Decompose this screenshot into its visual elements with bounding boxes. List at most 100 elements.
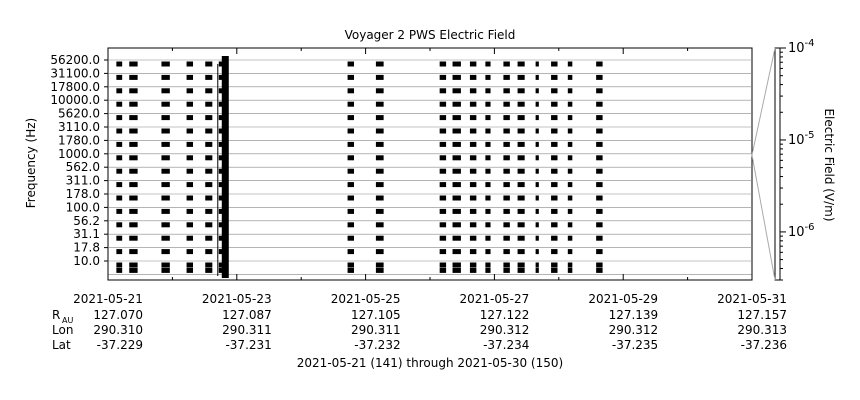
data-segment [469,88,477,94]
data-segment [116,168,123,174]
data-segment [161,74,170,80]
data-segment [503,88,510,94]
data-segment [567,182,573,188]
ephemeris-value: -37.229 [97,338,143,352]
data-segment [452,141,461,147]
x-tick-label: 2021-05-27 [460,292,530,306]
x-tick-label: 2021-05-25 [331,292,401,306]
ephemeris-label: Lat [52,338,71,352]
data-segment [469,155,477,161]
data-segment [469,262,477,268]
data-segment [517,115,525,121]
data-segment [205,115,213,121]
data-segment [347,262,355,268]
y-tick-label: 1000.0 [58,147,100,161]
data-segment [116,235,123,241]
data-segment [347,115,355,121]
data-segment [186,141,194,147]
y-tick-label: 10.0 [73,254,100,268]
data-segment [186,128,194,134]
data-segment [347,88,355,94]
data-segment [551,115,558,121]
colorbar: 10-4 10-5 10-6 [751,38,815,281]
data-segment [347,195,355,201]
data-segment [517,101,525,107]
y-tick-labels: 56200.031100.017800.010000.05620.03110.0… [50,53,108,268]
data-segment [129,195,138,201]
data-segment [347,222,355,228]
data-segment [469,74,477,80]
data-segment [452,74,461,80]
data-segment [503,267,510,273]
data-segment [469,115,477,121]
data-segment [535,222,539,228]
data-segment [469,61,477,67]
x-tick-label: 2021-05-31 [717,292,787,306]
data-segment [596,222,603,228]
plot-frame [107,47,753,281]
data-segment [503,61,510,67]
data-segment [517,195,525,201]
data-segment [503,262,510,268]
data-segment [596,141,603,147]
data-segment [503,208,510,214]
ephemeris-value: 127.157 [737,308,787,322]
ephemeris-label: R [52,308,60,322]
data-segment [116,88,123,94]
x-tick-label: 2021-05-29 [588,292,658,306]
data-segment [469,249,477,255]
data-segment [469,128,477,134]
data-segment [485,195,491,201]
data-segment [517,182,525,188]
data-segment [452,115,461,121]
data-segment [503,249,510,255]
data-segment [517,88,525,94]
data-segment [551,155,558,161]
data-segment [469,208,477,214]
data-segment [452,267,461,273]
data-segment [439,222,447,228]
data-segment [375,267,384,273]
data-segment [347,267,355,273]
data-segment [535,267,539,273]
colorbar-tick-label: 10-5 [788,130,815,148]
ephemeris-value: -37.234 [483,338,529,352]
colorbar-strip [774,47,781,281]
data-segment [347,168,355,174]
colorbar-guide [751,154,776,281]
data-segment [205,249,213,255]
data-segment [186,115,194,121]
data-segment [205,88,213,94]
data-segment [439,155,447,161]
data-segment [161,249,170,255]
data-segment [485,208,491,214]
data-segment [551,128,558,134]
data-segment [375,182,384,188]
data-segment [503,182,510,188]
data-segment [347,182,355,188]
data-segment [551,208,558,214]
data-segment [186,222,194,228]
data-segment [469,182,477,188]
data-segment [375,168,384,174]
data-segment [129,88,138,94]
data-segment [347,249,355,255]
y-tick-label: 17.8 [73,241,100,255]
data-segment [129,101,138,107]
data-segment [161,267,170,273]
data-segment [503,195,510,201]
data-segment [116,249,123,255]
data-segment [517,74,525,80]
data-segment [567,168,573,174]
data-segment [551,249,558,255]
data-segment [116,101,123,107]
data-segment [186,61,194,67]
data-segment [375,155,384,161]
data-segment [439,61,447,67]
data-segment [567,249,573,255]
data-segment [375,74,384,80]
data-segment [551,88,558,94]
ephemeris-value: 127.105 [351,308,401,322]
data-segment [161,182,170,188]
